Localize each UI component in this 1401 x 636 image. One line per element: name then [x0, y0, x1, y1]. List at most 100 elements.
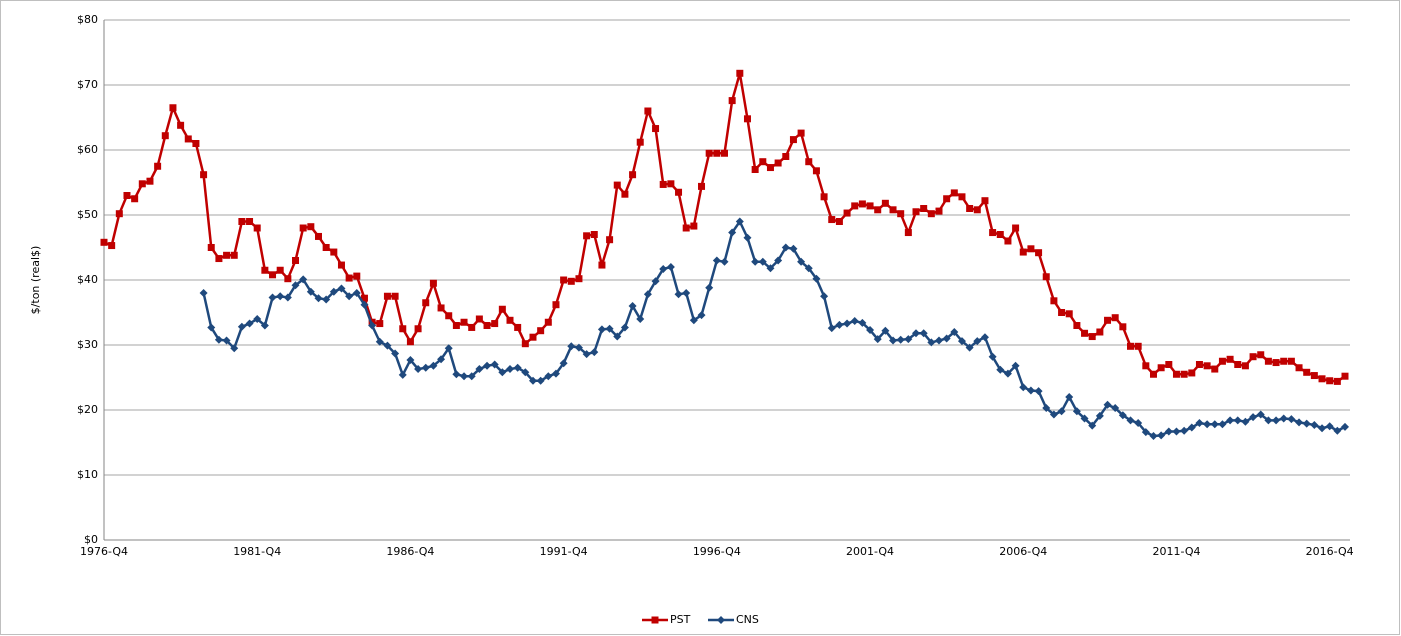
marker	[1126, 416, 1135, 425]
marker	[314, 294, 323, 303]
marker	[245, 319, 254, 328]
y-tick-label: $30	[77, 338, 98, 351]
x-tick-label: 2006-Q4	[999, 545, 1047, 558]
marker	[177, 121, 185, 129]
marker	[1141, 428, 1150, 437]
marker	[399, 325, 407, 333]
marker	[1104, 316, 1112, 324]
marker	[620, 323, 629, 332]
marker	[643, 290, 652, 299]
marker	[391, 292, 399, 300]
marker	[322, 295, 331, 304]
marker	[223, 251, 231, 259]
marker	[789, 244, 798, 253]
marker	[1165, 361, 1173, 368]
y-tick-label: $50	[77, 208, 98, 221]
marker	[1187, 423, 1196, 432]
marker	[1057, 407, 1066, 416]
marker	[1111, 404, 1120, 413]
marker	[360, 300, 369, 309]
marker	[222, 336, 231, 345]
marker	[1249, 413, 1258, 422]
legend-marker	[651, 616, 659, 624]
marker	[560, 276, 568, 284]
marker	[751, 166, 759, 173]
marker	[559, 359, 568, 368]
marker	[1134, 342, 1142, 350]
marker	[1172, 427, 1181, 436]
marker	[881, 199, 889, 207]
marker	[866, 202, 874, 210]
marker	[353, 272, 361, 280]
marker	[1049, 410, 1058, 419]
marker	[230, 344, 239, 353]
marker	[659, 264, 668, 273]
marker	[774, 159, 782, 167]
x-tick-label: 1976-Q4	[80, 545, 128, 558]
y-tick-label: $40	[77, 273, 98, 286]
marker	[628, 302, 637, 310]
marker	[812, 274, 821, 283]
marker	[276, 266, 284, 274]
marker	[551, 369, 560, 378]
marker	[199, 289, 208, 297]
marker	[1127, 342, 1135, 350]
marker	[345, 292, 354, 301]
marker	[1318, 375, 1326, 383]
y-tick-label: $0	[84, 533, 98, 546]
marker	[574, 343, 583, 352]
marker	[667, 180, 675, 188]
marker	[475, 365, 484, 374]
marker	[1111, 314, 1119, 322]
y-axis-title: $/ton (real$)	[29, 246, 42, 315]
marker	[613, 181, 621, 189]
marker	[291, 281, 300, 290]
marker	[774, 256, 783, 265]
marker	[207, 323, 216, 332]
marker	[1195, 419, 1204, 427]
y-tick-label: $60	[77, 143, 98, 156]
marker	[1119, 323, 1127, 331]
marker	[1264, 416, 1273, 425]
marker	[712, 256, 721, 265]
marker	[1103, 400, 1112, 409]
legend-marker	[717, 616, 725, 624]
marker	[1226, 416, 1235, 425]
marker	[950, 189, 958, 197]
marker	[805, 158, 813, 166]
marker	[383, 341, 392, 350]
marker	[1188, 369, 1196, 377]
marker	[1333, 426, 1342, 435]
x-tick-label: 1996-Q4	[693, 545, 741, 558]
y-tick-label: $20	[77, 403, 98, 416]
marker	[606, 236, 614, 244]
marker	[835, 218, 843, 225]
marker	[605, 324, 614, 333]
marker	[360, 294, 368, 302]
marker	[598, 261, 606, 269]
y-tick-label: $80	[77, 13, 98, 26]
marker	[437, 355, 446, 364]
marker	[782, 153, 790, 160]
marker	[1203, 420, 1212, 429]
marker	[375, 337, 384, 346]
marker	[835, 320, 844, 329]
marker	[613, 332, 622, 341]
marker	[1058, 309, 1066, 316]
marker	[1080, 414, 1089, 423]
marker	[1272, 359, 1280, 367]
marker	[904, 335, 913, 344]
marker	[1295, 364, 1303, 372]
marker	[735, 217, 744, 226]
marker	[398, 370, 407, 379]
marker	[283, 293, 292, 302]
marker	[506, 316, 514, 324]
marker	[1341, 422, 1349, 431]
marker	[537, 327, 545, 335]
marker	[943, 195, 951, 203]
x-tick-label: 1991-Q4	[540, 545, 588, 558]
marker	[352, 289, 361, 297]
marker	[1042, 273, 1050, 281]
marker	[246, 218, 254, 225]
marker	[996, 231, 1004, 238]
